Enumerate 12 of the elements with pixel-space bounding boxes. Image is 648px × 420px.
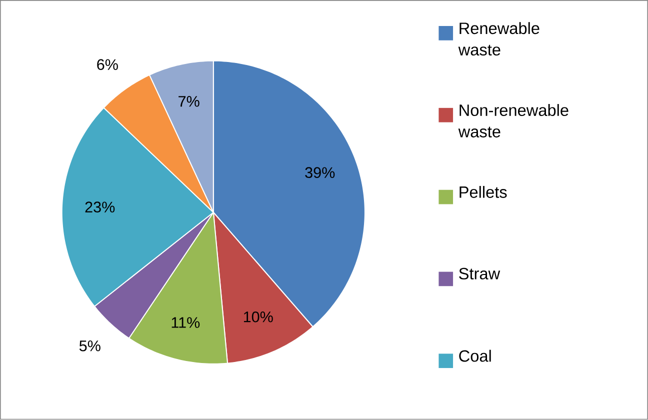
legend-label: Straw <box>459 268 500 280</box>
legend-label: Coal <box>459 350 491 362</box>
data-label: 5% <box>79 340 100 352</box>
data-label: 6% <box>97 59 118 70</box>
data-label: 39% <box>305 167 335 178</box>
data-label: 23% <box>85 202 115 213</box>
legend-label: Non-renewable waste <box>458 104 568 138</box>
data-label: 10% <box>244 312 273 322</box>
data-label: 7% <box>178 96 200 107</box>
data-label: 11% <box>172 317 200 328</box>
legend-label: Pellets <box>460 186 507 198</box>
legend-label: Renewable waste <box>458 22 540 56</box>
